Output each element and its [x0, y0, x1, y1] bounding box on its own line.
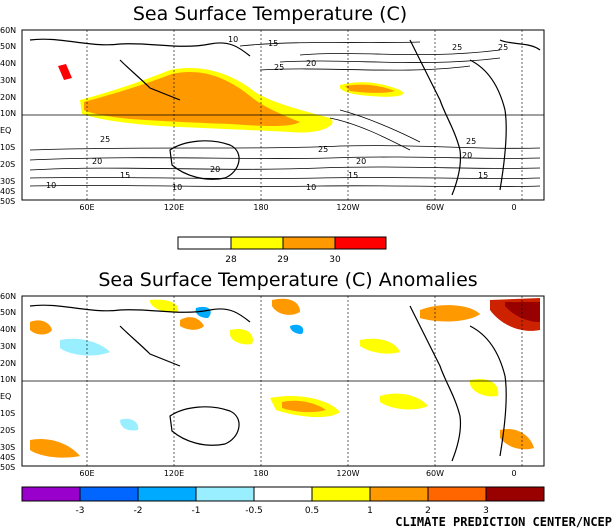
anom-colorbar-label: -0.5 — [245, 506, 263, 516]
anom-colorbar-box — [427, 486, 487, 502]
lat-tick: 40N — [0, 325, 16, 334]
lon-tick: 60E — [79, 469, 94, 478]
lat-tick: 10N — [0, 109, 16, 118]
sst-colorbar-label: 28 — [225, 255, 237, 265]
sst-contour-label: 25 — [100, 135, 110, 144]
sst-contour-label: 20 — [356, 157, 366, 166]
lat-tick: 20S — [0, 426, 15, 435]
lat-tick: 50N — [0, 42, 16, 51]
sst-contour-label: 15 — [268, 39, 278, 48]
anom-coastlines — [29, 304, 507, 462]
lat-tick: 40N — [0, 59, 16, 68]
sst-contour-label: 20 — [210, 165, 220, 174]
anom-colorbar-box — [195, 486, 255, 502]
sst-warm-pool — [58, 64, 404, 133]
lon-tick: 180 — [253, 469, 268, 478]
lon-tick: 120W — [336, 203, 359, 212]
anom-map — [21, 295, 545, 467]
anom-colorbar-box — [369, 486, 429, 502]
lat-tick: 10S — [0, 143, 15, 152]
sst-contour-label: 25 — [318, 145, 328, 154]
lat-tick: 30S — [0, 443, 15, 452]
lon-tick: 120E — [164, 203, 184, 212]
lat-tick: 50S — [0, 463, 15, 472]
anom-lon-ticks: 60E 120E 180 120W 60W 0 — [79, 469, 516, 478]
anom-grid — [22, 296, 544, 466]
sst-contour-label: 10 — [172, 183, 182, 192]
sst-coastlines — [29, 38, 541, 196]
lat-tick: 10N — [0, 375, 16, 384]
sst-contour-label: 10 — [46, 181, 56, 190]
lat-tick: 30N — [0, 76, 16, 85]
lat-tick: 60N — [0, 292, 16, 301]
sst-colorbar-box — [334, 236, 387, 250]
lat-tick: 30S — [0, 177, 15, 186]
anom-colorbar-label: 3 — [483, 506, 489, 516]
sst-colorbar-box — [177, 236, 232, 250]
anom-colorbar-box — [21, 486, 81, 502]
sst-contour-label: 20 — [92, 157, 102, 166]
lon-tick: 0 — [511, 203, 516, 212]
anom-title: Sea Surface Temperature (C) Anomalies — [98, 269, 477, 291]
sst-contour-label: 25 — [498, 43, 508, 52]
anom-colorbar-label: 1 — [367, 506, 373, 516]
anom-colorbar-box — [485, 486, 545, 502]
lat-tick: 20S — [0, 160, 15, 169]
anom-colorbar-box — [79, 486, 139, 502]
lat-tick: 60N — [0, 26, 16, 35]
lat-tick: 10S — [0, 409, 15, 418]
lon-tick: 60E — [79, 203, 94, 212]
lon-tick: 0 — [511, 469, 516, 478]
sst-contour-label: 15 — [120, 171, 130, 180]
sst-colorbar-label: 29 — [277, 255, 289, 265]
lat-tick: EQ — [0, 392, 11, 401]
lat-tick: 20N — [0, 359, 16, 368]
sst-contour-label: 10 — [228, 35, 238, 44]
lat-tick: 50N — [0, 308, 16, 317]
anom-colorbar: -3 -2 -1 -0.5 0.5 1 2 3 — [21, 486, 545, 516]
lon-tick: 120E — [164, 469, 184, 478]
sst-contour-label: 20 — [462, 151, 472, 160]
anom-colorbar-label: 2 — [425, 506, 431, 516]
sst-contour-label: 25 — [452, 43, 462, 52]
lat-tick: 40S — [0, 187, 15, 196]
credit-label: CLIMATE PREDICTION CENTER/NCEP — [395, 515, 612, 529]
sst-contour-label: 15 — [478, 171, 488, 180]
lat-tick: 40S — [0, 453, 15, 462]
anom-colorbar-label: -2 — [134, 506, 143, 516]
sst-contour-labels: 10 15 20 25 25 25 20 25 20 15 10 25 20 1… — [46, 35, 508, 192]
anom-colorbar-box — [137, 486, 197, 502]
anom-colorbar-label: -1 — [192, 506, 201, 516]
sst-colorbar: 28 29 30 — [177, 236, 387, 265]
anom-lat-ticks: 60N 50N 40N 30N 20N 10N EQ 10S 20S 30S 4… — [0, 292, 16, 472]
lat-tick: EQ — [0, 126, 11, 135]
sst-contour-label: 10 — [306, 183, 316, 192]
lat-tick: 50S — [0, 197, 15, 206]
sst-title: Sea Surface Temperature (C) — [133, 3, 407, 25]
sst-contour-label: 25 — [274, 63, 284, 72]
sst-contour-label: 25 — [466, 137, 476, 146]
anom-colorbar-box — [311, 486, 371, 502]
lat-tick: 20N — [0, 93, 16, 102]
sst-map: 10 15 20 25 25 25 20 25 20 15 10 25 20 1… — [21, 29, 545, 201]
sst-colorbar-box — [230, 236, 284, 250]
anom-colorbar-label: 0.5 — [305, 506, 319, 516]
lon-tick: 60W — [426, 203, 444, 212]
sst-contour-label: 20 — [306, 59, 316, 68]
sst-lon-ticks: 60E 120E 180 120W 60W 0 — [79, 203, 516, 212]
lon-tick: 180 — [253, 203, 268, 212]
sst-colorbar-label: 30 — [329, 255, 341, 265]
sst-colorbar-box — [282, 236, 336, 250]
lat-tick: 30N — [0, 342, 16, 351]
anom-colorbar-label: -3 — [76, 506, 85, 516]
sst-contour-label: 15 — [348, 171, 358, 180]
sst-grid — [22, 30, 544, 200]
lon-tick: 60W — [426, 469, 444, 478]
anom-colorbar-box — [253, 486, 313, 502]
sst-lat-ticks: 60N 50N 40N 30N 20N 10N EQ 10S 20S 30S 4… — [0, 26, 16, 206]
lon-tick: 120W — [336, 469, 359, 478]
anom-fills — [30, 298, 540, 458]
